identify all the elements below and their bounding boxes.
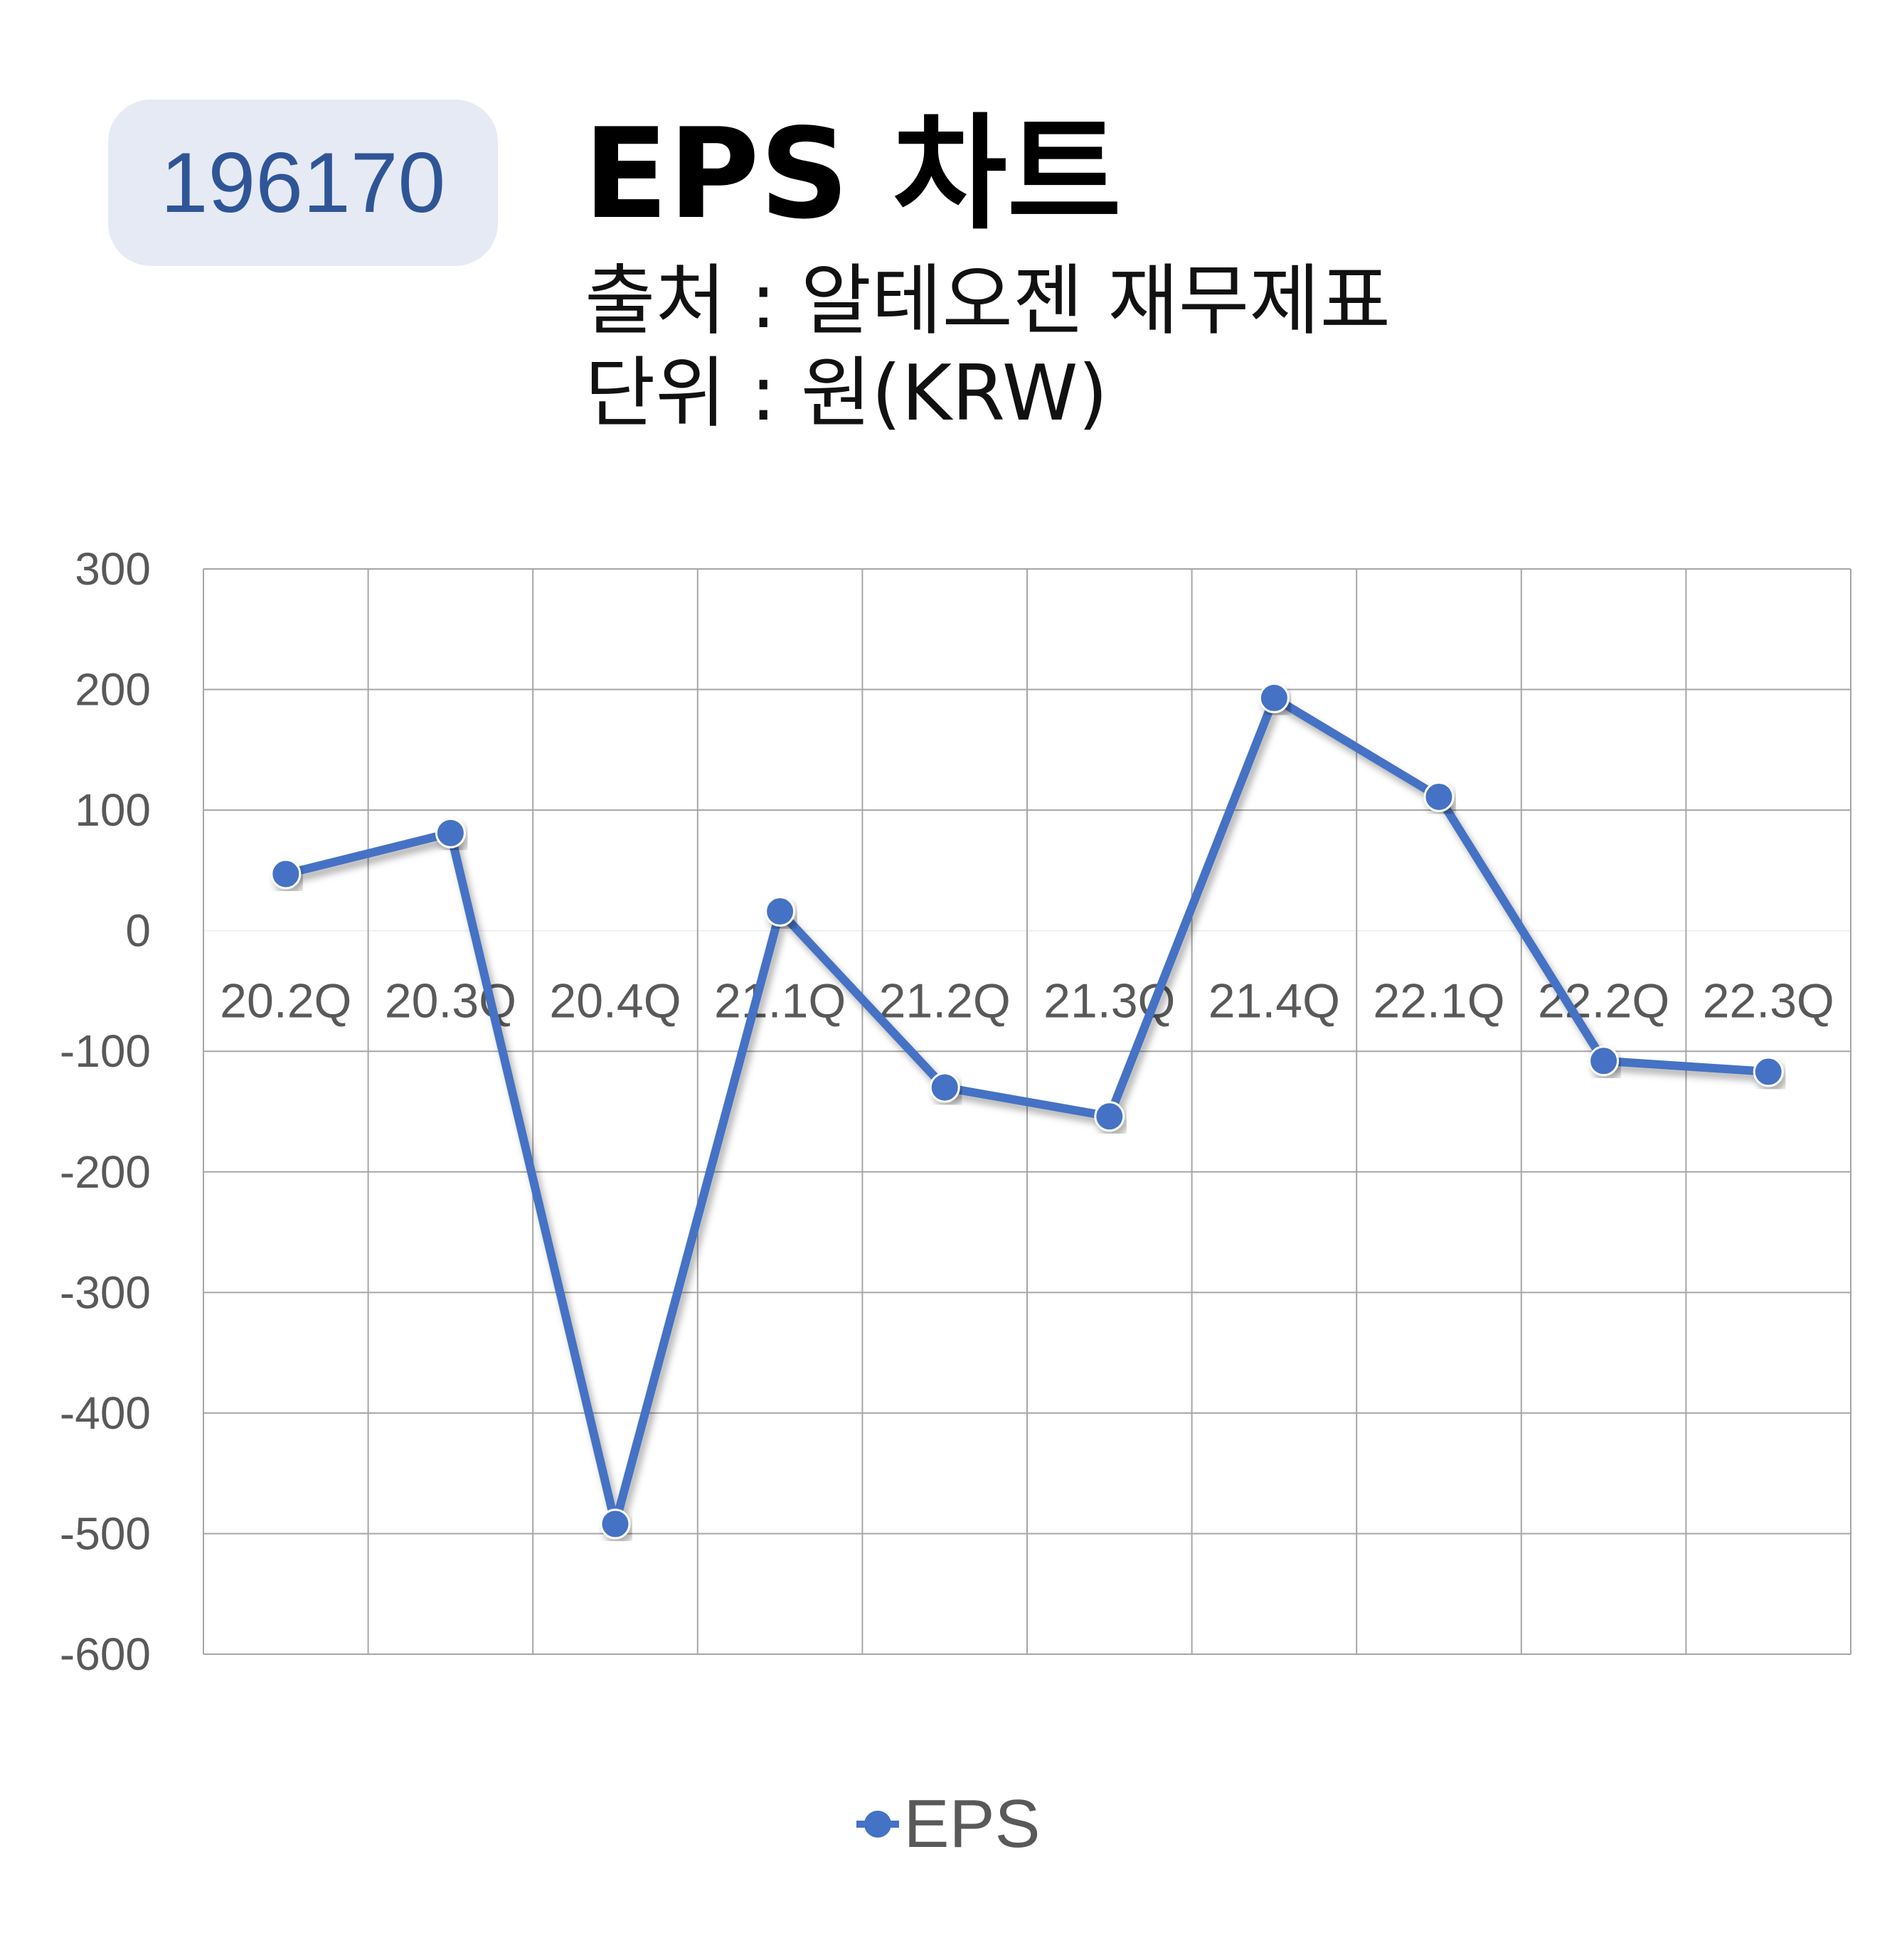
y-tick-label: 100: [75, 784, 151, 836]
unit-text: 단위 : 원(KRW): [585, 349, 1108, 438]
x-tick-label: 21.4Q: [1208, 974, 1340, 1028]
chart-title: EPS 차트: [583, 102, 1122, 247]
x-tick-label: 21.2Q: [879, 974, 1011, 1028]
y-tick-label: -600: [60, 1629, 151, 1680]
chart-grid: [203, 568, 1851, 1655]
data-point: [1423, 781, 1455, 812]
y-tick-label: -500: [60, 1508, 151, 1559]
data-point: [435, 817, 466, 848]
stock-code-badge: 196170: [108, 100, 498, 266]
data-point: [765, 896, 796, 927]
y-tick-label: 200: [75, 664, 151, 715]
x-tick-label: 22.3Q: [1703, 974, 1834, 1028]
series-group: [270, 682, 1784, 1540]
y-tick-label: -300: [60, 1267, 151, 1318]
x-tick-label: 21.1Q: [714, 974, 846, 1028]
legend-marker-icon: [856, 1803, 900, 1846]
data-point: [1094, 1101, 1125, 1132]
series-line-eps: [281, 693, 1773, 1528]
y-tick-label: -400: [60, 1388, 151, 1439]
source-text: 출처 : 알테오젠 재무제표: [585, 257, 1391, 346]
y-axis-ticks: 300 200 100 0 -100 -200 -300 -400 -500 -600: [60, 543, 151, 1680]
stock-code: 196170: [160, 135, 446, 230]
y-tick-label: 0: [125, 905, 151, 957]
y-tick-label: 300: [75, 543, 151, 595]
data-point: [1258, 682, 1290, 713]
data-point: [600, 1508, 631, 1540]
data-point: [1753, 1056, 1784, 1087]
data-point: [929, 1072, 960, 1103]
x-tick-label: 20.4Q: [549, 974, 681, 1028]
data-point: [270, 858, 302, 890]
x-tick-label: 22.1Q: [1373, 974, 1504, 1028]
legend: EPS: [0, 1785, 1897, 1863]
legend-label: EPS: [903, 1786, 1041, 1862]
x-tick-label: 20.2Q: [220, 974, 351, 1028]
y-tick-label: -100: [60, 1026, 151, 1077]
y-tick-label: -200: [60, 1146, 151, 1198]
data-point: [1588, 1045, 1620, 1077]
